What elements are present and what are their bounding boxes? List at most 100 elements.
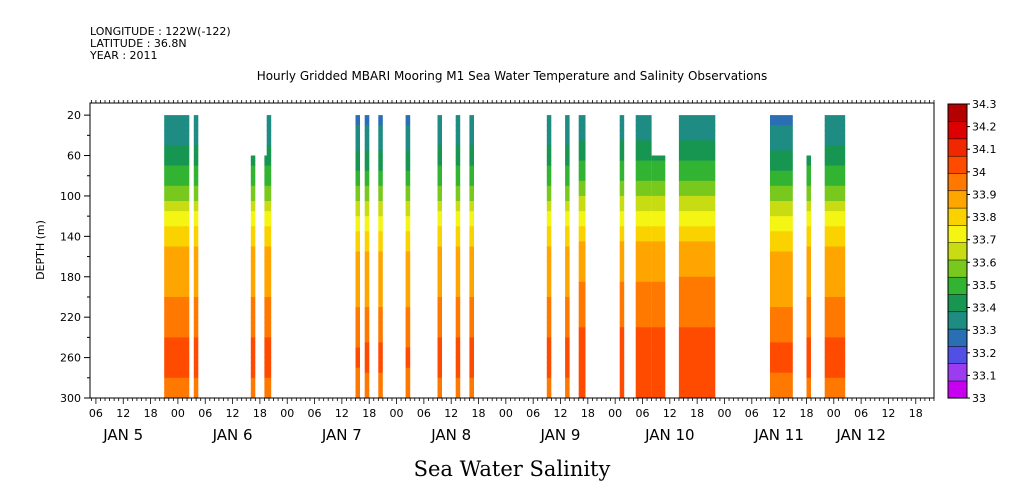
salinity-cell xyxy=(455,286,461,293)
salinity-cell xyxy=(635,327,652,333)
salinity-cell xyxy=(619,377,625,384)
salinity-cell xyxy=(193,226,199,232)
salinity-cell xyxy=(678,357,716,364)
x-day-label: JAN 12 xyxy=(835,426,886,444)
salinity-cell xyxy=(546,180,552,187)
salinity-cell xyxy=(164,347,190,353)
salinity-cell xyxy=(824,322,846,328)
salinity-cell xyxy=(651,387,666,394)
salinity-cell xyxy=(546,120,552,126)
salinity-cell xyxy=(678,382,716,389)
salinity-cell xyxy=(469,160,474,167)
salinity-cell xyxy=(469,206,474,212)
salinity-cell xyxy=(250,211,256,217)
salinity-cell xyxy=(678,307,716,313)
salinity-cell xyxy=(469,140,474,146)
salinity-cell xyxy=(635,312,652,318)
salinity-cell xyxy=(193,160,199,167)
salinity-cell xyxy=(266,206,272,212)
salinity-cell xyxy=(164,342,190,348)
salinity-cell xyxy=(651,251,666,257)
salinity-cell xyxy=(546,261,552,268)
salinity-cell xyxy=(364,291,370,298)
salinity-cell xyxy=(546,387,552,394)
salinity-cell xyxy=(546,302,552,308)
colorbar-label: 34.1 xyxy=(972,143,997,156)
salinity-cell xyxy=(405,327,411,333)
salinity-cell xyxy=(250,190,256,197)
salinity-cell xyxy=(378,231,383,237)
plot-frame xyxy=(89,100,935,399)
salinity-cell xyxy=(264,302,269,308)
salinity-cell xyxy=(770,322,793,328)
salinity-cell xyxy=(578,281,586,288)
salinity-cell xyxy=(364,241,370,247)
salinity-cell xyxy=(824,211,846,217)
x-day-label: JAN 7 xyxy=(321,426,362,444)
salinity-block xyxy=(546,115,552,399)
salinity-cell xyxy=(405,332,411,338)
salinity-cell xyxy=(193,367,199,374)
salinity-cell xyxy=(565,246,570,252)
salinity-cell xyxy=(266,352,272,358)
salinity-cell xyxy=(250,342,256,348)
salinity-cell xyxy=(250,337,256,343)
salinity-cell xyxy=(678,352,716,358)
salinity-cell xyxy=(264,347,269,353)
salinity-cell xyxy=(578,266,586,273)
salinity-cell xyxy=(806,266,811,273)
x-day-label: JAN 10 xyxy=(644,426,695,444)
salinity-cell xyxy=(546,145,552,151)
salinity-cell xyxy=(770,226,793,232)
salinity-cell xyxy=(824,246,846,252)
salinity-cell xyxy=(635,170,652,177)
salinity-cell xyxy=(266,322,272,328)
salinity-cell xyxy=(469,185,474,192)
salinity-cell xyxy=(469,125,474,131)
salinity-cell xyxy=(619,180,625,187)
salinity-cell xyxy=(678,261,716,268)
salinity-cell xyxy=(546,155,552,161)
salinity-cell xyxy=(266,185,272,192)
salinity-cell xyxy=(266,266,272,273)
salinity-cell xyxy=(565,387,570,394)
salinity-cell xyxy=(619,165,625,172)
salinity-cell xyxy=(770,251,793,257)
salinity-cell xyxy=(193,337,199,343)
salinity-cell xyxy=(546,185,552,192)
salinity-cell xyxy=(546,372,552,379)
x-tick-label: 12 xyxy=(226,407,240,420)
salinity-cell xyxy=(770,145,793,151)
salinity-cell xyxy=(565,201,570,207)
salinity-cell xyxy=(469,337,474,343)
salinity-cell xyxy=(651,160,666,167)
salinity-cell xyxy=(455,261,461,268)
salinity-cell xyxy=(619,170,625,177)
salinity-cell xyxy=(469,271,474,278)
salinity-cell xyxy=(264,236,269,242)
salinity-cell xyxy=(455,201,461,207)
salinity-cell xyxy=(651,231,666,237)
salinity-cell xyxy=(164,337,190,343)
salinity-cell xyxy=(678,165,716,172)
salinity-cell xyxy=(164,271,190,278)
salinity-cell xyxy=(378,115,383,121)
salinity-cell xyxy=(364,246,370,252)
salinity-cell xyxy=(355,185,360,192)
salinity-cell xyxy=(546,382,552,389)
salinity-cell xyxy=(565,195,570,202)
salinity-cell xyxy=(651,236,666,242)
salinity-cell xyxy=(164,231,190,237)
salinity-cell xyxy=(355,297,360,303)
salinity-cell xyxy=(806,175,811,182)
salinity-cell xyxy=(266,226,272,232)
salinity-cell xyxy=(193,266,199,273)
salinity-cell xyxy=(378,362,383,369)
salinity-cell xyxy=(164,367,190,374)
colorbar-swatch xyxy=(947,242,968,261)
salinity-cell xyxy=(164,322,190,328)
salinity-cell xyxy=(678,271,716,278)
salinity-cell xyxy=(806,216,811,222)
salinity-cell xyxy=(455,312,461,318)
salinity-cell xyxy=(635,347,652,353)
